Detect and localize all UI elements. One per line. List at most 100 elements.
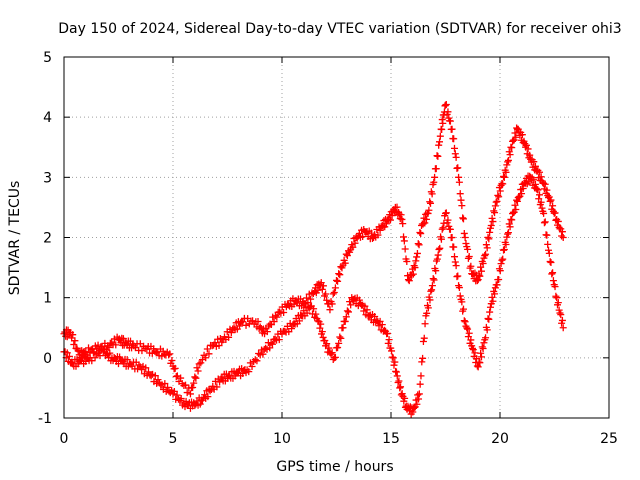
data-point-interp — [395, 377, 403, 385]
y-tick-label: -1 — [38, 411, 52, 427]
data-point-interp — [545, 249, 553, 257]
data-point-interp — [193, 364, 201, 372]
data-point — [404, 276, 412, 284]
data-point — [546, 197, 554, 205]
data-point-interp — [391, 358, 399, 366]
data-point-interp — [350, 295, 358, 303]
data-point-interp — [458, 202, 466, 210]
data-point-interp — [385, 336, 393, 344]
data-point — [335, 270, 343, 278]
data-point-interp — [557, 311, 565, 319]
data-point-interp — [486, 308, 494, 316]
data-point-interp — [436, 244, 444, 252]
data-point-interp — [341, 317, 349, 325]
data-point-interp — [123, 356, 131, 364]
data-point-interp — [93, 350, 101, 358]
data-point-interp — [388, 212, 396, 220]
data-point-interp — [473, 277, 481, 285]
data-point-interp — [376, 226, 384, 234]
data-point-interp — [254, 318, 262, 326]
data-point-interp — [446, 225, 454, 233]
data-point-interp — [502, 168, 510, 176]
data-point-interp — [459, 214, 467, 222]
data-point-interp — [456, 292, 464, 300]
data-point-interp — [391, 207, 399, 215]
chart-title: Day 150 of 2024, Sidereal Day-to-day VTE… — [58, 21, 621, 37]
data-point-interp — [513, 124, 521, 132]
data-point-interp — [323, 296, 331, 304]
data-point-interp — [410, 404, 418, 412]
data-point-interp — [197, 359, 205, 367]
data-point-interp — [418, 358, 426, 366]
data-point-interp — [280, 309, 288, 317]
data-point-interp — [477, 267, 485, 275]
x-tick-label: 20 — [491, 431, 509, 447]
data-point-interp — [166, 350, 174, 358]
data-point-interp — [196, 400, 204, 408]
data-point-interp — [435, 141, 443, 149]
data-point-interp — [63, 349, 71, 357]
grid-lines — [64, 57, 609, 418]
data-point-interp — [496, 267, 504, 275]
data-point-interp — [144, 368, 152, 376]
data-point-interp — [91, 354, 99, 362]
y-tick-label: 3 — [43, 170, 52, 186]
data-point — [411, 264, 419, 272]
data-point-interp — [170, 387, 178, 395]
data-point-interp — [482, 334, 490, 342]
data-point-interp — [194, 367, 202, 375]
data-point-interp — [556, 309, 564, 317]
data-point-interp — [259, 350, 267, 358]
data-point-interp — [333, 276, 340, 284]
data-point-interp — [331, 284, 339, 292]
data-point-interp — [497, 260, 505, 268]
data-point-interp — [462, 239, 470, 247]
data-point-interp — [268, 340, 276, 348]
data-point-interp — [343, 307, 351, 315]
data-point-interp — [330, 289, 338, 297]
data-point-interp — [486, 303, 494, 311]
data-point-interp — [235, 322, 243, 330]
data-point — [559, 324, 567, 332]
x-tick-label: 10 — [273, 431, 291, 447]
data-point — [461, 234, 469, 241]
data-point-interp — [522, 141, 530, 149]
data-point-interp — [375, 322, 383, 330]
data-point-interp — [549, 269, 557, 277]
data-point-interp — [426, 296, 434, 304]
data-point-interp — [397, 383, 405, 391]
data-point-interp — [476, 272, 484, 280]
data-point-interp — [384, 339, 392, 347]
data-point-interp — [142, 364, 150, 372]
data-point-interp — [518, 131, 526, 139]
data-point-interp — [464, 245, 472, 253]
data-point-interp — [424, 304, 432, 312]
data-point-interp — [479, 260, 487, 268]
data-point-interp — [549, 277, 557, 285]
data-point-interp — [512, 133, 520, 141]
data-point-interp — [246, 359, 254, 367]
data-point-interp — [154, 376, 162, 384]
data-point-interp — [502, 241, 510, 249]
data-point-interp — [342, 313, 350, 321]
data-point-interp — [413, 253, 421, 261]
data-point-interp — [488, 214, 496, 222]
data-point-interp — [537, 173, 545, 181]
data-point-interp — [524, 145, 532, 153]
data-point-interp — [484, 233, 492, 241]
data-point — [540, 179, 548, 187]
data-point-interp — [508, 216, 516, 224]
data-point-interp — [362, 228, 370, 236]
data-point-interp — [446, 117, 454, 125]
data-point — [474, 363, 482, 371]
data-point-interp — [336, 333, 344, 341]
data-point-interp — [547, 258, 555, 266]
data-point-interp — [491, 209, 499, 217]
data-point-interp — [442, 209, 450, 217]
data-point — [424, 209, 432, 217]
data-point-interp — [347, 301, 355, 309]
data-point-interp — [319, 282, 327, 290]
data-point-interp — [551, 283, 559, 291]
data-point — [513, 197, 521, 205]
data-point-interp — [428, 190, 436, 198]
